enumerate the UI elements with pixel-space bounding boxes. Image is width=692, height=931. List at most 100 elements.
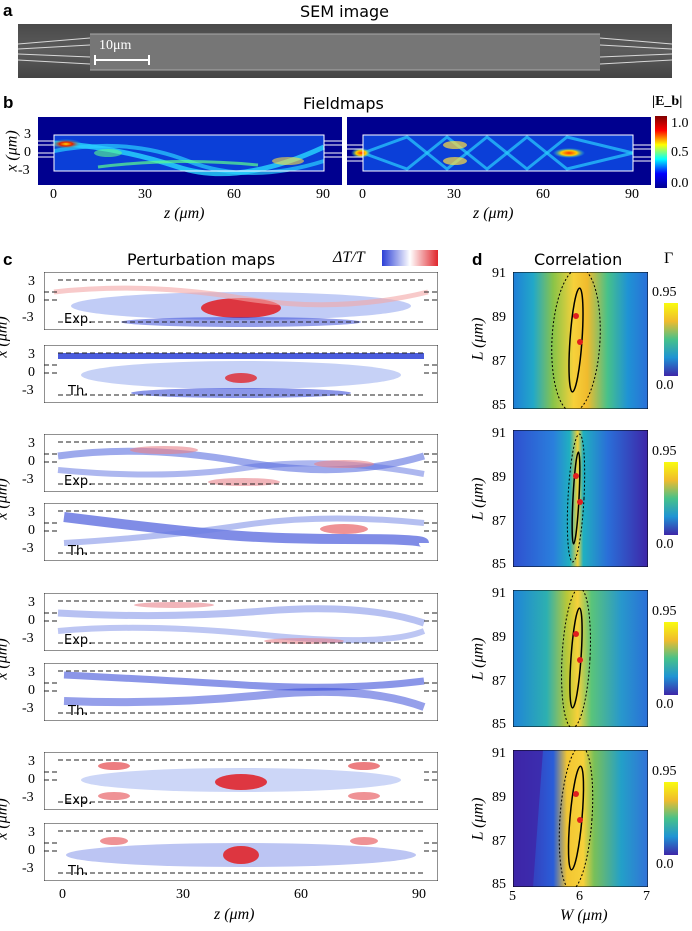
tag-exp-1: Exp. (64, 312, 93, 327)
d-cbtick-bot: 0.0 (656, 378, 674, 393)
panel-d-label: d (472, 250, 483, 269)
corr-map-4 (513, 750, 648, 887)
c-xtick-30: 30 (176, 887, 190, 902)
d-cbtick-bot: 0.0 (656, 697, 674, 712)
pert-map-2-exp (44, 434, 438, 492)
c-ytick: 3 (28, 825, 35, 840)
c-ytick: 3 (28, 665, 35, 680)
panel-b-title: Fieldmaps (303, 94, 384, 113)
c-ylabel-1: x (μm) (0, 316, 11, 357)
c-ytick: 0 (28, 523, 35, 538)
c-ytick: -3 (22, 383, 34, 398)
d-colorbar-1 (664, 303, 678, 376)
c-ylabel-2: x (μm) (0, 478, 11, 519)
c-ylabel-3: x (μm) (0, 638, 11, 679)
scale-bar-label: 10μm (99, 38, 132, 53)
d-ytick: 87 (492, 834, 506, 849)
d-ytick: 89 (492, 470, 506, 485)
tag-th-3: Th. (68, 704, 89, 719)
d-cbtick-bot: 0.0 (656, 857, 674, 872)
d-xtick-6: 6 (576, 889, 583, 904)
panel-c-title: Perturbation maps (127, 250, 276, 269)
d-ytick: 91 (492, 586, 506, 601)
b-ytick-m3: -3 (18, 163, 30, 178)
d-ytick: 87 (492, 354, 506, 369)
d-ytick: 85 (492, 398, 506, 413)
c-ytick: -3 (22, 701, 34, 716)
corr-map-2 (513, 430, 648, 567)
c-ytick: 0 (28, 613, 35, 628)
c-ytick: 3 (28, 436, 35, 451)
c-ytick: -3 (22, 472, 34, 487)
b-left-xtick-0: 0 (50, 187, 57, 202)
c-ytick: 0 (28, 772, 35, 787)
tag-th-2: Th. (68, 544, 89, 559)
b-left-xlabel: z (μm) (164, 205, 205, 222)
b-right-xlabel: z (μm) (473, 205, 514, 222)
d-ytick: 89 (492, 630, 506, 645)
c-ytick: 0 (28, 683, 35, 698)
d-ylabel-4: L (μm) (469, 797, 487, 841)
pert-map-1-th (44, 345, 438, 403)
b-colorbar-label: |E_b| (652, 94, 683, 109)
c-ylabel-4: x (μm) (0, 798, 11, 839)
panel-a-label: a (3, 1, 13, 20)
fieldmap-left (38, 117, 342, 185)
b-ytick-3: 3 (24, 127, 31, 142)
d-ytick: 85 (492, 557, 506, 572)
d-cbtick-top: 0.95 (652, 604, 677, 619)
tag-th-1: Th. (68, 384, 89, 399)
pert-map-4-exp (44, 752, 438, 810)
b-ytick-0: 0 (24, 145, 31, 160)
c-ytick: 0 (28, 843, 35, 858)
d-colorbar-2 (664, 462, 678, 535)
d-ytick: 91 (492, 426, 506, 441)
d-ytick: 87 (492, 514, 506, 529)
d-ytick: 91 (492, 746, 506, 761)
c-colorbar (382, 250, 438, 266)
d-cbtick-top: 0.95 (652, 444, 677, 459)
b-left-xtick-30: 30 (138, 187, 152, 202)
c-ytick: -3 (22, 861, 34, 876)
d-ytick: 85 (492, 717, 506, 732)
tag-exp-3: Exp. (64, 633, 93, 648)
panel-c-label: c (3, 250, 13, 269)
pert-map-4-th (44, 823, 438, 881)
c-xlabel: z (μm) (214, 906, 255, 923)
c-ytick: -3 (22, 631, 34, 646)
d-xtick-7: 7 (643, 889, 650, 904)
c-ytick: 0 (28, 292, 35, 307)
c-ytick: 3 (28, 595, 35, 610)
tag-th-4: Th. (68, 864, 89, 879)
c-ytick: 3 (28, 274, 35, 289)
pert-map-2-th (44, 503, 438, 561)
fieldmap-right (347, 117, 651, 185)
c-ytick: 0 (28, 454, 35, 469)
d-colorbar-4 (664, 782, 678, 855)
c-colorbar-label: ΔT/T (333, 249, 365, 266)
panel-b-label: b (3, 93, 14, 112)
b-colorbar (655, 116, 667, 188)
c-ytick: -3 (22, 541, 34, 556)
d-ytick: 87 (492, 674, 506, 689)
corr-map-1 (513, 272, 648, 409)
c-xtick-90: 90 (412, 887, 426, 902)
d-ytick: 91 (492, 266, 506, 281)
b-left-xtick-60: 60 (227, 187, 241, 202)
d-ylabel-1: L (μm) (469, 317, 487, 361)
d-ytick: 89 (492, 310, 506, 325)
d-ylabel-3: L (μm) (469, 637, 487, 681)
pert-map-1-exp (44, 272, 438, 330)
corr-map-3 (513, 590, 648, 727)
b-right-xtick-30: 30 (447, 187, 461, 202)
b-cbtick-05: 0.5 (671, 145, 689, 160)
pert-map-3-th (44, 663, 438, 721)
b-right-xtick-60: 60 (536, 187, 550, 202)
c-ytick: 0 (28, 365, 35, 380)
panel-d-title: Correlation (534, 250, 623, 269)
b-cbtick-1: 1.0 (671, 116, 689, 131)
c-ytick: 3 (28, 347, 35, 362)
b-cbtick-0: 0.0 (671, 176, 689, 191)
panel-a-title: SEM image (300, 2, 389, 21)
c-ytick: -3 (22, 310, 34, 325)
